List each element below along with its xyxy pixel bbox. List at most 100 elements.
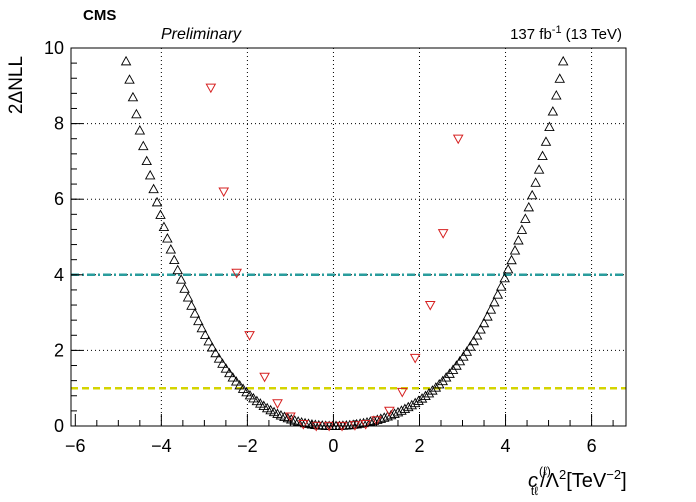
luminosity-label: 137 fb-1 (13 TeV) (510, 24, 622, 43)
black-scan-point (168, 254, 180, 265)
black-scan-point (544, 121, 555, 131)
x-tick-label: 0 (328, 436, 338, 456)
black-scan-point (464, 341, 476, 351)
black-scan-point (210, 347, 221, 358)
black-scan-point (241, 386, 252, 397)
red-scan-point (231, 268, 242, 279)
black-scan-point (502, 263, 514, 274)
y-axis-label: 2ΔNLL (6, 56, 27, 114)
x-tick-label: 6 (587, 436, 597, 456)
plot-frame (70, 47, 627, 427)
red-scan-point (384, 406, 395, 417)
black-scan-point (144, 169, 156, 180)
black-scan-point (468, 335, 479, 346)
black-scan-point (365, 416, 376, 426)
black-scan-point (151, 196, 163, 207)
black-scan-point (244, 389, 256, 400)
black-scan-point (461, 346, 473, 356)
tick-labels: −6 −4 −2 0 2 4 6 0 2 4 6 8 10 (44, 38, 597, 456)
black-scan-point (131, 108, 142, 119)
x-label-rest: /Λ (540, 470, 560, 492)
black-scan-point (148, 183, 159, 194)
x-tick-label: 2 (414, 436, 424, 456)
black-scan-point (506, 254, 517, 265)
black-scan-point (437, 375, 448, 386)
red-scan-point (360, 420, 372, 430)
black-scan-point (554, 73, 566, 83)
black-scan-point (299, 417, 311, 428)
x-tick-label: 4 (501, 436, 511, 456)
red-scan-point (218, 187, 230, 198)
x-label-sub: tℓ (531, 484, 538, 498)
experiment-label: CMS (83, 7, 116, 24)
black-scan-point (234, 379, 245, 390)
black-scan-point (155, 209, 166, 219)
black-scan-point (193, 315, 204, 326)
black-scan-point (186, 300, 197, 310)
black-scan-point (427, 385, 438, 395)
black-scan-point (416, 393, 428, 403)
black-scan-point (530, 177, 541, 187)
black-scan-point (375, 413, 387, 423)
black-scan-point (230, 376, 242, 386)
black-scan-point (213, 353, 225, 363)
red-scan-point (244, 331, 255, 341)
red-scan-point (437, 229, 449, 239)
black-scan-point (471, 330, 483, 340)
black-scan-point (499, 272, 510, 283)
black-scan-point (237, 383, 249, 393)
black-scan-point (165, 244, 177, 254)
y-tick-label: 8 (54, 114, 64, 134)
black-scan-point (533, 164, 545, 174)
black-scan-point (409, 397, 421, 408)
black-scan-point (389, 408, 400, 418)
black-scan-point (454, 355, 466, 366)
black-scan-point (196, 322, 208, 333)
black-scan-point (423, 387, 435, 398)
status-label: Preliminary (161, 26, 242, 43)
red-scan-point (452, 134, 464, 145)
black-scan-point (513, 234, 524, 245)
black-scan-point (127, 91, 139, 102)
black-scan-point (420, 390, 431, 401)
black-scan-point (138, 140, 149, 151)
black-scan-point (520, 213, 531, 223)
black-scan-point (141, 155, 152, 166)
black-scan-point (516, 224, 528, 234)
grid (71, 48, 626, 426)
black-scan-points (120, 55, 569, 431)
y-tick-label: 2 (54, 340, 64, 360)
red-scan-point (424, 300, 436, 311)
black-scan-point (458, 351, 469, 361)
red-scan-point (272, 399, 283, 409)
black-scan-point (540, 136, 552, 146)
black-scan-point (430, 382, 442, 392)
x-tick-label: −2 (237, 436, 258, 456)
red-scan-point (371, 416, 382, 426)
black-scan-point (492, 289, 504, 299)
black-scan-point (509, 245, 521, 255)
black-scan-point (358, 417, 369, 428)
black-scan-point (413, 395, 424, 405)
black-scan-point (120, 55, 132, 66)
x-tick-label: −6 (65, 436, 86, 456)
black-scan-point (172, 264, 183, 275)
black-scan-point (489, 296, 500, 307)
black-scan-point (134, 125, 146, 135)
y-tick-label: 10 (44, 38, 64, 58)
y-tick-label: 0 (54, 416, 64, 436)
black-scan-point (306, 418, 318, 429)
black-scan-point (478, 317, 490, 328)
black-scan-point (378, 412, 390, 422)
black-scan-point (485, 304, 497, 314)
black-scan-point (189, 308, 201, 318)
x-tick-label: −4 (151, 436, 172, 456)
black-scan-point (206, 341, 218, 352)
black-scan-point (179, 283, 190, 293)
black-scan-point (220, 363, 232, 373)
black-scan-point (217, 358, 228, 368)
lumi-exponent: -1 (552, 24, 562, 36)
x-label-unit: [TeV (566, 470, 607, 492)
red-scan-point (297, 420, 309, 430)
